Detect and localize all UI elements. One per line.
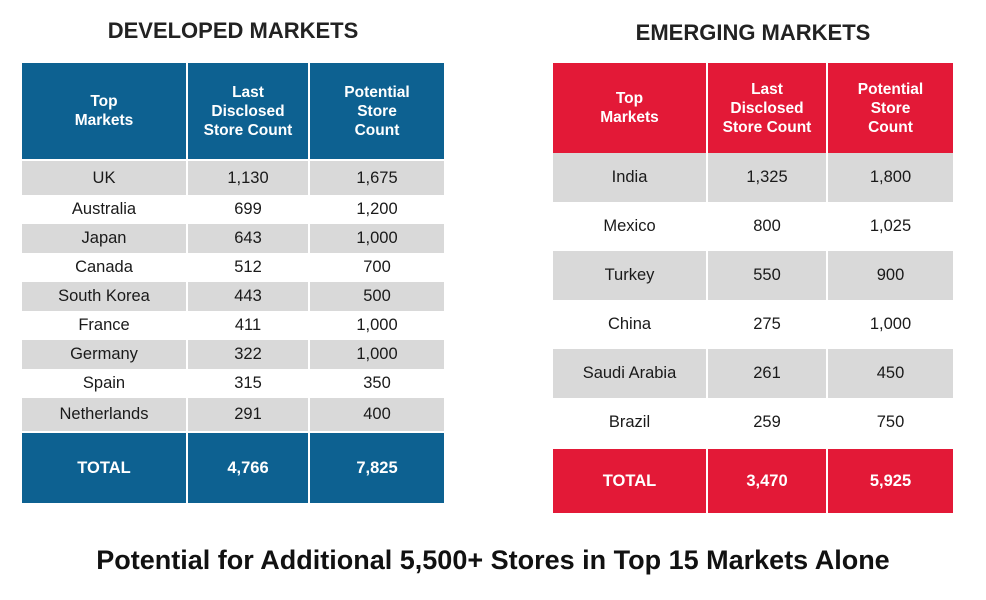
market-cell: Netherlands [22,398,187,432]
last-count-cell: 322 [186,340,309,369]
header-last-disclosed-store-count: Last Disclosed Store Count [186,63,309,160]
table-row: Japan 643 1,000 [22,224,444,253]
emerging-markets-title: EMERGING MARKETS [635,20,871,45]
last-count-cell: 275 [706,300,827,349]
table-row: Canada 512 700 [22,253,444,282]
table-row: China 275 1,000 [553,300,953,349]
market-cell: France [78,316,130,334]
market-cell: South Korea [22,282,187,311]
market-cell: Japan [22,224,187,253]
last-count-cell: 291 [186,398,309,432]
market-cell: Canada [75,258,133,276]
market-cell: Saudi Arabia [553,349,707,398]
last-count-cell: 550 [706,251,827,300]
market-cell: China [607,315,652,333]
emerging-markets-table: Top Markets Last Disclosed Store Count Pote… [553,63,953,513]
potential-count-cell: 900 [826,251,953,300]
potential-count-cell: 1,800 [826,153,953,202]
table-row: South Korea 443 500 [22,282,444,311]
potential-count-cell: 750 [826,398,953,448]
market-cell: UK [22,159,187,195]
potential-count-cell: 700 [308,253,444,282]
last-count-cell: 1,130 [186,159,309,195]
header-potential-store-count: Potential Store Count [826,63,953,153]
table-row: France 411 1,000 [22,311,444,340]
header-last-disclosed-store-count: Last Disclosed Store Count [706,63,827,153]
total-potential-count: 7,825 [308,431,444,503]
potential-count-cell: 1,000 [308,224,444,253]
table-row: India 1,325 1,800 [553,153,953,202]
last-count-cell: 411 [186,311,309,340]
last-count-cell: 259 [706,398,827,448]
header-potential-store-count: Potential Store Count [308,63,444,160]
table-header-row: Top Markets Last Disclosed Store Count Pote… [22,63,444,160]
last-count-cell: 643 [186,224,309,253]
potential-count-cell: 1,000 [826,300,953,349]
potential-count-cell: 1,025 [826,202,953,251]
header-top-markets: Top Markets [22,63,187,160]
table-row: Germany 322 1,000 [22,340,444,369]
last-count-cell: 261 [706,349,827,398]
tagline: Potential for Additional 5,500+ Stores i… [96,545,890,575]
potential-count-cell: 1,000 [308,340,444,369]
table-header-row: Top Markets Last Disclosed Store Count Pote… [553,63,953,153]
market-cell: Germany [22,340,187,369]
market-cell: Brazil [608,413,651,431]
market-cell: Turkey [553,251,707,300]
table-row: Australia 699 1,200 [22,195,444,224]
last-count-cell: 512 [186,253,309,282]
last-count-cell: 800 [706,202,827,251]
developed-markets-title: DEVELOPED MARKETS [107,18,359,43]
total-last-count: 3,470 [706,447,827,513]
developed-markets-table: Top Markets Last Disclosed Store Count Pote… [22,63,444,503]
table-row: Netherlands 291 400 [22,398,444,432]
market-cell: Spain [82,374,126,392]
potential-count-cell: 500 [308,282,444,311]
potential-count-cell: 350 [308,369,444,398]
table-row: Spain 315 350 [22,369,444,398]
market-cell: India [553,153,707,202]
market-cell: Australia [71,200,137,218]
potential-count-cell: 450 [826,349,953,398]
last-count-cell: 1,325 [706,153,827,202]
table-row: UK 1,130 1,675 [22,159,444,195]
potential-count-cell: 1,200 [308,195,444,224]
header-top-markets: Top Markets [553,63,707,153]
total-last-count: 4,766 [186,431,309,503]
total-label: TOTAL [553,447,707,513]
table-row: Saudi Arabia 261 450 [553,349,953,398]
total-label: TOTAL [22,431,187,503]
total-row: TOTAL 3,470 5,925 [553,447,953,513]
last-count-cell: 443 [186,282,309,311]
potential-count-cell: 1,000 [308,311,444,340]
table-row: Mexico 800 1,025 [553,202,953,251]
potential-count-cell: 1,675 [308,159,444,195]
last-count-cell: 315 [186,369,309,398]
total-row: TOTAL 4,766 7,825 [22,431,444,503]
market-cell: Mexico [603,217,656,235]
last-count-cell: 699 [186,195,309,224]
total-potential-count: 5,925 [826,447,953,513]
table-row: Turkey 550 900 [553,251,953,300]
potential-count-cell: 400 [308,398,444,432]
table-row: Brazil 259 750 [553,398,953,448]
